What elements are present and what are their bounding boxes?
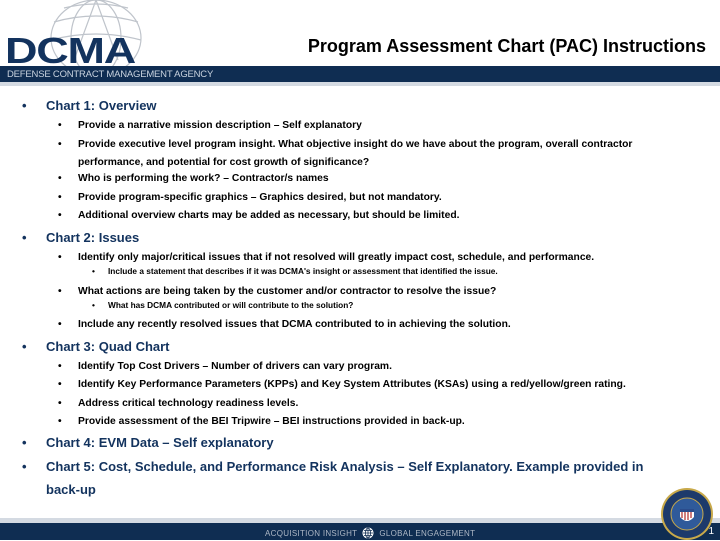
bullet-item: • Who is performing the work? – Contracto… <box>58 170 329 188</box>
bullet-text: Chart 2: Issues <box>46 230 140 245</box>
bullet-icon: • <box>58 139 62 150</box>
bullet-item: • Chart 2: Issues <box>22 229 140 246</box>
bullet-item: • Chart 1: Overview <box>22 97 157 114</box>
bullet-text: Chart 5: Cost, Schedule, and Performance… <box>46 459 644 474</box>
globe-icon <box>362 527 374 539</box>
bullet-text: Identify only major/critical issues that… <box>78 252 595 263</box>
tagline-right: GLOBAL ENGAGEMENT <box>379 528 476 538</box>
dcma-seal <box>661 488 713 540</box>
bullet-item: • Provide executive level program insight… <box>58 136 633 172</box>
bullet-text: Provide program-specific graphics – Grap… <box>78 192 442 203</box>
bullet-icon: • <box>58 361 62 372</box>
bullet-icon: • <box>22 230 27 245</box>
bullet-text: Include a statement that describes if it… <box>108 266 498 276</box>
bullet-text: Address critical technology readiness le… <box>78 398 299 409</box>
bullet-text: Include any recently resolved issues tha… <box>78 319 511 330</box>
bullet-icon: • <box>22 435 27 450</box>
bullet-item: • Identify only major/critical issues tha… <box>58 249 595 267</box>
bullet-item: • Chart 3: Quad Chart <box>22 338 170 355</box>
bullet-text: Provide assessment of the BEI Tripwire –… <box>78 416 465 427</box>
bullet-text: Chart 4: EVM Data – Self explanatory <box>46 435 274 450</box>
bullet-text: Provide a narrative mission description … <box>78 120 362 131</box>
bullet-text: Who is performing the work? – Contractor… <box>78 173 329 184</box>
bullet-item: • Identify Top Cost Drivers – Number of d… <box>58 358 392 376</box>
bullet-icon: • <box>58 120 62 131</box>
page-number: 1 <box>708 526 714 537</box>
bullet-item: • Provide program-specific graphics – Gra… <box>58 189 442 207</box>
bullet-icon: • <box>58 398 62 409</box>
bullet-item: • Identify Key Performance Parameters (KP… <box>58 376 626 394</box>
bullet-text: Identify Top Cost Drivers – Number of dr… <box>78 361 392 372</box>
footer-divider <box>0 518 720 523</box>
tagline-left: ACQUISITION INSIGHT <box>265 528 358 538</box>
bullet-item: • Include a statement that describes if i… <box>92 266 498 276</box>
bullet-icon: • <box>22 339 27 354</box>
bullet-item: • Additional overview charts may be added… <box>58 207 460 225</box>
header-bar <box>0 66 720 82</box>
bullet-icon: • <box>58 286 62 297</box>
bullet-text: Identify Key Performance Parameters (KPP… <box>78 379 626 390</box>
bullet-text: Chart 1: Overview <box>46 98 157 113</box>
bullet-text: What actions are being taken by the cust… <box>78 286 497 297</box>
bullet-item: • Provide a narrative mission description… <box>58 117 362 135</box>
bullet-text-continued: back-up <box>46 482 96 497</box>
bullet-icon: • <box>58 210 62 221</box>
bullet-icon: • <box>58 379 62 390</box>
bullet-icon: • <box>58 252 62 263</box>
bullet-icon: • <box>92 266 95 276</box>
bullet-icon: • <box>22 98 27 113</box>
logo-text: DCMA <box>5 30 136 71</box>
bullet-item: • Provide assessment of the BEI Tripwire … <box>58 413 465 431</box>
bullet-icon: • <box>58 173 62 184</box>
bullet-text: What has DCMA contributed or will contri… <box>108 300 354 310</box>
bullet-icon: • <box>58 319 62 330</box>
agency-name: DEFENSE CONTRACT MANAGEMENT AGENCY <box>7 69 214 80</box>
bullet-item: • Chart 4: EVM Data – Self explanatory <box>22 434 274 451</box>
bullet-item: • Include any recently resolved issues th… <box>58 316 511 334</box>
bullet-item: • Chart 5: Cost, Schedule, and Performanc… <box>22 458 644 498</box>
bullet-icon: • <box>58 416 62 427</box>
bullet-item: • What actions are being taken by the cus… <box>58 283 497 301</box>
footer-bar <box>0 523 720 540</box>
bullet-text-continued: performance, and potential for cost grow… <box>78 157 370 168</box>
bullet-icon: • <box>58 192 62 203</box>
divider <box>0 82 720 86</box>
bullet-text: Chart 3: Quad Chart <box>46 339 170 354</box>
footer-tagline: ACQUISITION INSIGHT GLOBAL ENGAGEMENT <box>265 527 475 539</box>
dcma-logo-globe <box>50 0 142 66</box>
bullet-item: • Address critical technology readiness l… <box>58 395 299 413</box>
page-title: Program Assessment Chart (PAC) Instructi… <box>307 36 706 56</box>
bullet-icon: • <box>92 300 95 310</box>
bullet-text: Additional overview charts may be added … <box>78 210 460 221</box>
bullet-item: • What has DCMA contributed or will contr… <box>92 300 354 310</box>
bullet-text: Provide executive level program insight.… <box>78 139 633 150</box>
bullet-icon: • <box>22 459 27 474</box>
